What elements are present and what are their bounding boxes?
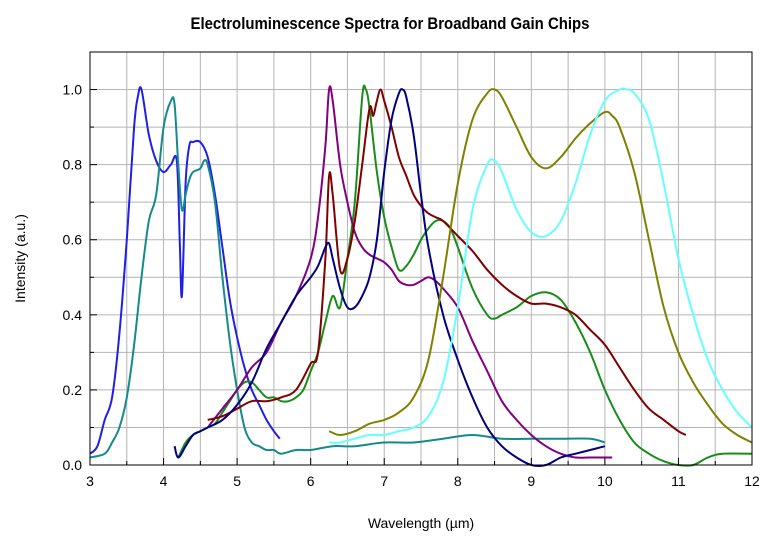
chart-title: Electroluminescence Spectra for Broadban…	[190, 14, 590, 33]
x-tick-label: 10	[597, 473, 613, 489]
series-line-1	[89, 86, 281, 455]
y-tick-label: 0.6	[63, 232, 83, 248]
grid	[89, 51, 753, 465]
x-tick-label: 7	[380, 473, 388, 489]
series-line-5	[207, 88, 687, 436]
series-line-4	[206, 85, 613, 459]
y-tick-label: 0.2	[63, 382, 83, 398]
series-line-8	[329, 87, 753, 444]
series-line-2	[89, 96, 606, 459]
axis-ticks: 3 4 5 6 7 8 9 10 11 12 0.0 0.2 0.4 0.6 0.8 1.0	[63, 82, 760, 489]
x-tick-label: 3	[86, 473, 94, 489]
x-tick-label: 4	[160, 473, 168, 489]
y-axis-label: Intensity (a.u.)	[12, 214, 28, 303]
x-tick-label: 5	[233, 473, 241, 489]
x-tick-label: 12	[744, 473, 760, 489]
x-tick-label: 9	[527, 473, 535, 489]
series-line-3	[177, 84, 753, 467]
x-tick-label: 8	[454, 473, 462, 489]
series-line-7	[328, 88, 753, 444]
series-layer	[89, 84, 753, 467]
y-tick-label: 0.4	[63, 307, 83, 323]
y-tick-label: 1.0	[63, 82, 83, 98]
y-tick-label: 0.8	[63, 157, 83, 173]
y-tick-label: 0.0	[63, 457, 83, 473]
x-tick-label: 6	[307, 473, 315, 489]
series-line-6	[173, 88, 606, 467]
x-tick-label: 11	[671, 473, 686, 489]
x-axis-label: Wavelength (µm)	[368, 515, 474, 531]
